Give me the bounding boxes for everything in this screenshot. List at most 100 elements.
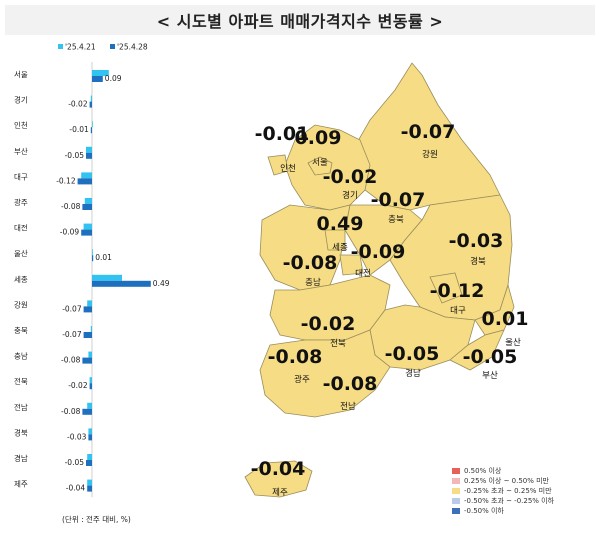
data-label: -0.05 bbox=[65, 458, 85, 467]
bar-prev bbox=[83, 223, 92, 230]
region-sejong bbox=[324, 229, 346, 251]
legend-label-3: -0.25% 초과 ~ 0.25% 미만 bbox=[464, 487, 552, 495]
legend-swatch-5 bbox=[452, 508, 460, 514]
data-label: -0.07 bbox=[62, 304, 82, 313]
bar-curr bbox=[81, 229, 92, 236]
bar-curr bbox=[89, 383, 92, 390]
data-label: -0.12 bbox=[56, 176, 76, 185]
category-label: 경기 bbox=[14, 95, 28, 105]
category-label: 경북 bbox=[14, 427, 28, 437]
bar-curr bbox=[86, 152, 92, 159]
bar-curr bbox=[92, 76, 103, 82]
map-value-label: -0.01 bbox=[255, 123, 310, 145]
bar-prev bbox=[90, 95, 92, 102]
bar-prev bbox=[90, 326, 92, 332]
map-region-name: 강원 bbox=[422, 149, 438, 160]
region-jeonnam bbox=[259, 329, 391, 418]
bar-curr bbox=[82, 357, 92, 364]
category-label: 강원 bbox=[14, 299, 28, 309]
legend-swatch-3 bbox=[452, 488, 460, 494]
legend-label-4: -0.50% 초과 ~ -0.25% 이하 bbox=[464, 497, 555, 505]
map-value-label: 0.49 bbox=[317, 213, 364, 235]
bar-curr bbox=[87, 485, 92, 492]
legend-swatch-4 bbox=[452, 498, 460, 504]
bar-prev bbox=[89, 377, 92, 384]
legend-swatch-1 bbox=[452, 468, 460, 474]
legend-swatch-1 bbox=[58, 44, 63, 49]
data-label: 0.49 bbox=[153, 279, 170, 288]
map-value-label: -0.07 bbox=[371, 189, 426, 211]
bar-curr bbox=[82, 204, 92, 210]
legend-label-1: 0.50% 이상 bbox=[464, 467, 502, 475]
map-value-label: -0.03 bbox=[449, 230, 504, 252]
data-label: -0.03 bbox=[67, 432, 87, 441]
bar-prev bbox=[88, 351, 92, 358]
legend-label-series-2: '25.4.28 bbox=[117, 43, 148, 52]
legend-item-1: 0.50% 이상 bbox=[452, 466, 592, 476]
data-label: -0.08 bbox=[61, 407, 81, 416]
legend-label-5: -0.50% 이하 bbox=[464, 507, 504, 515]
map-region-name: 제주 bbox=[272, 488, 288, 498]
category-label: 전북 bbox=[14, 376, 28, 386]
map-value-label: -0.05 bbox=[463, 346, 518, 368]
map-labels: -0.01 인천 0.09 서울 -0.07 강원 -0.02 경기 -0.07 충북 0.49 세종… bbox=[251, 121, 529, 498]
map-value-label: -0.08 bbox=[323, 373, 378, 395]
data-label: -0.01 bbox=[69, 125, 89, 134]
legend-label-series-1: '25.4.21 bbox=[65, 43, 96, 52]
legend-item-5: -0.50% 이하 bbox=[452, 506, 592, 516]
map-value-label: -0.05 bbox=[385, 343, 440, 365]
map-region-name: 충남 bbox=[305, 278, 321, 288]
category-label: 경남 bbox=[14, 453, 28, 463]
bar-prev bbox=[81, 172, 92, 179]
data-label: -0.08 bbox=[61, 356, 81, 365]
bar-curr bbox=[89, 101, 92, 108]
bar-prev bbox=[87, 454, 92, 460]
data-label: -0.02 bbox=[68, 100, 88, 109]
bar-prev bbox=[92, 249, 93, 256]
category-label: 대구 bbox=[14, 172, 28, 181]
map-legend: 0.50% 이상 0.25% 이상 ~ 0.50% 미만 -0.25% 초과 ~… bbox=[452, 466, 592, 516]
map-value-label: 0.09 bbox=[295, 127, 342, 149]
map-region-name: 경북 bbox=[470, 256, 486, 267]
data-label: -0.04 bbox=[66, 484, 86, 493]
bar-prev bbox=[86, 146, 92, 153]
category-label: 전남 bbox=[14, 402, 28, 412]
map-region-name: 부산 bbox=[482, 370, 498, 381]
data-label: -0.08 bbox=[61, 202, 81, 211]
map-region-name: 충북 bbox=[388, 215, 404, 225]
bar-prev bbox=[87, 479, 92, 486]
region-daegu bbox=[429, 272, 463, 304]
map-region-name: 대구 bbox=[450, 306, 466, 316]
map-region-name: 대전 bbox=[355, 268, 371, 279]
map-region-name: 광주 bbox=[294, 374, 310, 385]
map-region-name: 울산 bbox=[505, 337, 521, 348]
map-value-label: -0.07 bbox=[401, 121, 456, 143]
legend-swatch-2 bbox=[110, 44, 115, 49]
map-region-name: 인천 bbox=[280, 163, 296, 174]
data-label: 0.01 bbox=[95, 253, 112, 262]
map-region-name: 서울 bbox=[312, 158, 328, 168]
map-regions bbox=[244, 62, 515, 498]
korea-map-svg: -0.01 인천 0.09 서울 -0.07 강원 -0.02 경기 -0.07 충북 0.49 세종… bbox=[244, 62, 529, 498]
region-daejeon bbox=[339, 254, 364, 276]
category-label: 서울 bbox=[14, 70, 28, 79]
map-value-label: -0.08 bbox=[268, 346, 323, 368]
bar-curr bbox=[86, 460, 92, 466]
category-label: 세종 bbox=[14, 275, 28, 284]
bar-curr bbox=[92, 280, 151, 287]
map-value-label: -0.04 bbox=[251, 458, 306, 480]
map-value-label: -0.02 bbox=[323, 166, 378, 188]
bar-curr bbox=[77, 178, 92, 185]
data-label: -0.07 bbox=[62, 330, 82, 339]
map-value-label: -0.12 bbox=[430, 280, 485, 302]
bar-curr bbox=[90, 127, 92, 134]
bar-chart-panel: '25.4.21 '25.4.28 서울 0.09 경기 -0.02 인천 -0.01 부산 -0… bbox=[12, 38, 182, 530]
category-label: 제주 bbox=[14, 480, 28, 489]
data-label: -0.05 bbox=[65, 151, 85, 160]
data-label: -0.02 bbox=[68, 381, 88, 390]
map-value-label: -0.08 bbox=[283, 252, 338, 274]
region-jeju bbox=[244, 460, 313, 498]
bar-chart: '25.4.21 '25.4.28 서울 0.09 경기 -0.02 인천 -0.01 부산 -0… bbox=[14, 43, 170, 525]
map-region-name: 세종 bbox=[332, 243, 348, 253]
map-region-name: 전북 bbox=[330, 338, 346, 349]
